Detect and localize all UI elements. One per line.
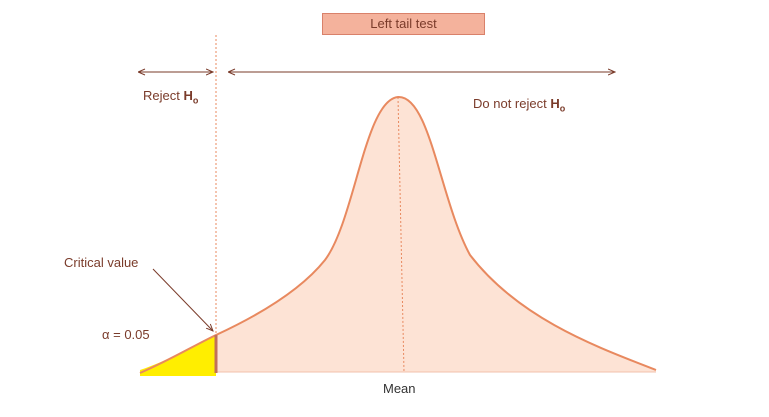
mean-line (397, 96, 405, 373)
not-reject-text: Do not reject (473, 96, 547, 111)
mean-label: Mean (383, 381, 416, 396)
not-reject-label: Do not reject Ho (473, 96, 565, 114)
reject-hypothesis-sub: o (192, 95, 199, 106)
title-text: Left tail test (370, 16, 437, 31)
distribution-curve (139, 95, 657, 374)
critical-value-pointer (152, 268, 213, 331)
reject-label: Reject Ho (143, 88, 198, 106)
reject-text: Reject (143, 88, 180, 103)
not-reject-hypothesis-sub: o (559, 103, 566, 114)
not-reject-hypothesis: H (550, 96, 560, 111)
critical-value-label: Critical value (64, 255, 139, 270)
acceptance-region (216, 96, 656, 372)
reject-hypothesis: H (183, 88, 193, 103)
title-box: Left tail test (322, 13, 485, 35)
alpha-label: α = 0.05 (102, 327, 150, 342)
